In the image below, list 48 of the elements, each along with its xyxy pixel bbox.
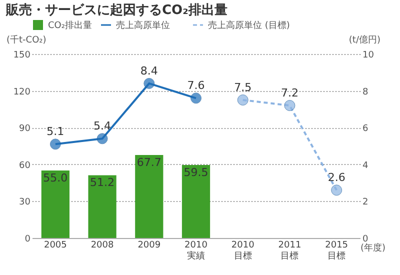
y2-tick-label: 6: [362, 124, 368, 134]
data-label: 59.5: [184, 166, 208, 180]
y2-tick-label: 8: [362, 87, 368, 98]
x-tick-label: 2008: [90, 240, 114, 250]
y2-axis-title: (t/億円): [348, 34, 380, 46]
x-tick-label: 2009: [138, 240, 161, 250]
data-label: 7.6: [187, 79, 205, 92]
y-tick-label: 60: [19, 160, 31, 171]
y2-tick-label: 10: [362, 50, 374, 60]
bar: [182, 165, 210, 238]
x-tick-label: 2015 目標: [325, 240, 348, 262]
y2-tick-label: 4: [362, 160, 368, 171]
y2-tick-label: 0: [362, 234, 368, 244]
y-tick-label: 0: [24, 234, 31, 244]
data-label: 5.4: [94, 120, 112, 133]
x-tick-label: 2010 実績: [184, 240, 208, 262]
legend-label: CO₂排出量: [48, 20, 92, 31]
data-label: 8.4: [140, 64, 158, 78]
data-label: 2.6: [328, 171, 346, 184]
legend-label: 売上高原単位 (目標): [208, 20, 290, 31]
bar: [41, 170, 70, 238]
bar: [88, 175, 116, 238]
y-tick-label: 150: [13, 50, 31, 60]
data-label: 55.0: [43, 172, 68, 185]
y-tick-label: 120: [13, 87, 31, 98]
x-tick-label: 2010 目標: [231, 240, 255, 262]
bar: [135, 154, 164, 238]
point: [331, 184, 342, 196]
point: [50, 138, 61, 150]
point: [237, 94, 248, 106]
data-label: 5.1: [46, 125, 64, 138]
y-tick-label: 90: [19, 124, 31, 134]
x-axis-title: (年度): [360, 242, 386, 254]
data-label: 7.2: [280, 86, 298, 100]
point: [284, 100, 296, 112]
y2-tick-label: 2: [362, 198, 368, 208]
data-label: 51.2: [90, 176, 115, 190]
x-tick-label: 2005: [44, 240, 67, 250]
point: [96, 133, 108, 144]
x-tick-label: 2011 目標: [278, 240, 302, 262]
y-axis-title: (千t-CO₂): [6, 34, 46, 46]
point: [144, 78, 155, 89]
y-tick-label: 30: [19, 198, 31, 208]
legend-label: 売上高原単位: [116, 20, 170, 31]
data-label: 67.7: [136, 156, 162, 169]
chart-title: 販売・サービスに起因するCO₂排出量: [5, 2, 228, 18]
point: [190, 92, 202, 104]
data-label: 7.5: [234, 81, 252, 94]
